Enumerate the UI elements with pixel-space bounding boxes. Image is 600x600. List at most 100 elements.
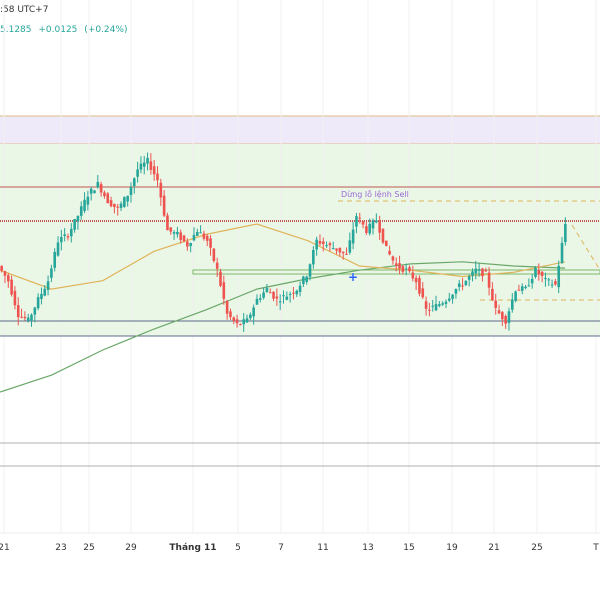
candle-body	[162, 195, 166, 216]
x-tick-label: 21	[0, 543, 10, 553]
candle-body	[189, 243, 192, 247]
candle-body	[89, 188, 93, 194]
candle-body	[235, 319, 239, 324]
price-change-pct: (+0.24%)	[84, 25, 128, 35]
candle-body	[76, 215, 80, 222]
candle-body	[242, 319, 246, 325]
candle-body	[471, 271, 474, 276]
candle-body	[408, 267, 411, 272]
candle-body	[348, 240, 352, 253]
candle-body	[272, 291, 275, 299]
candle-body	[375, 220, 378, 223]
candle-body	[494, 300, 498, 308]
candle-body	[524, 286, 527, 289]
candle-body	[146, 157, 149, 164]
candle-body	[361, 221, 365, 225]
candle-body	[172, 232, 176, 234]
candle-body	[414, 277, 418, 283]
candle-body	[312, 250, 315, 265]
candle-body	[444, 301, 448, 304]
x-tick-label: 13	[362, 543, 373, 553]
candle-body	[331, 248, 335, 250]
candle-body	[23, 316, 27, 319]
candle-body	[365, 226, 368, 233]
candle-body	[308, 264, 312, 277]
candle-body	[507, 311, 511, 323]
candle-body	[474, 268, 478, 274]
candle-body	[3, 271, 7, 276]
candle-body	[169, 227, 173, 232]
candle-body	[119, 203, 123, 208]
candle-body	[50, 268, 53, 278]
candle-body	[212, 248, 216, 261]
candle-body	[13, 290, 17, 306]
candle-body	[159, 182, 163, 198]
candle-body	[530, 278, 534, 284]
cross-marker-icon[interactable]: +	[348, 270, 358, 284]
candle-body	[192, 234, 196, 241]
candle-body	[447, 298, 451, 301]
candle-body	[202, 233, 206, 239]
candle-body	[418, 277, 421, 294]
candle-body	[547, 279, 551, 281]
x-axis: 21 23 25 29 Tháng 11 5 7 11 13 15 19 21 25 T	[0, 543, 599, 553]
candle-body	[351, 229, 355, 244]
candle-body	[461, 285, 464, 287]
candle-body	[225, 301, 229, 314]
candle-body	[10, 279, 13, 295]
candle-body	[282, 295, 285, 297]
candle-body	[222, 282, 226, 299]
candle-body	[381, 228, 385, 243]
candle-body	[16, 305, 20, 318]
candle-body	[278, 301, 282, 303]
candle-body	[564, 223, 567, 243]
candle-body	[96, 182, 100, 188]
candle-body	[265, 288, 269, 293]
candle-body	[338, 247, 342, 253]
candle-body	[510, 299, 514, 310]
candle-body	[501, 312, 504, 320]
candle-body	[285, 296, 289, 300]
candle-body	[368, 223, 372, 234]
candle-body	[388, 250, 391, 255]
candle-body	[484, 269, 488, 272]
candle-body	[341, 251, 345, 254]
candle-body	[79, 206, 83, 216]
candle-body	[464, 280, 468, 286]
candle-body	[302, 276, 305, 285]
candle-body	[126, 195, 129, 202]
candle-body	[292, 292, 295, 294]
x-tick-label: 21	[488, 543, 499, 553]
candle-body	[215, 262, 219, 269]
candle-body	[176, 231, 179, 235]
candle-body	[86, 196, 90, 205]
candle-body	[209, 238, 212, 248]
candle-body	[335, 248, 338, 251]
candle-body	[219, 271, 222, 286]
candle-body	[540, 271, 544, 276]
candle-body	[358, 217, 362, 219]
candle-body	[186, 241, 189, 247]
candle-body	[43, 288, 47, 296]
candle-body	[431, 305, 435, 307]
candle-body	[325, 245, 328, 247]
x-tick-label: Tháng 11	[169, 543, 216, 553]
candle-body	[258, 298, 262, 300]
candle-body	[83, 199, 86, 211]
candle-body	[99, 184, 103, 193]
candle-body	[305, 276, 309, 282]
candle-body	[229, 311, 232, 318]
candle-body	[527, 285, 531, 287]
candle-body	[40, 293, 43, 299]
x-tick-label: 19	[446, 543, 458, 553]
candle-body	[136, 169, 139, 177]
candle-body	[451, 294, 454, 299]
candle-body	[298, 285, 302, 292]
x-tick-label: 15	[403, 543, 414, 553]
candle-body	[152, 166, 156, 175]
candle-body	[46, 281, 50, 290]
candle-body	[275, 296, 279, 299]
candle-body	[560, 242, 564, 263]
